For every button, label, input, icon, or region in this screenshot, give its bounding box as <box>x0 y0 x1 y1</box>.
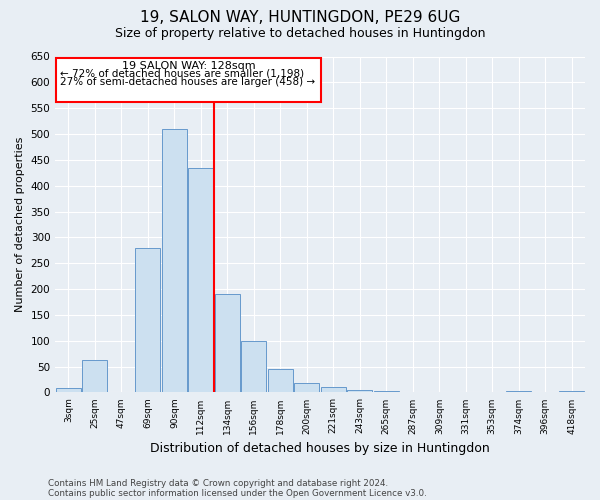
Text: 27% of semi-detached houses are larger (458) →: 27% of semi-detached houses are larger (… <box>61 76 316 86</box>
Bar <box>136 248 160 392</box>
Bar <box>215 294 240 392</box>
Bar <box>56 388 81 392</box>
Bar <box>294 383 319 392</box>
Bar <box>347 390 373 392</box>
Bar <box>321 388 346 392</box>
Bar <box>82 360 107 392</box>
Text: ← 72% of detached houses are smaller (1,198): ← 72% of detached houses are smaller (1,… <box>61 69 305 79</box>
Text: 19, SALON WAY, HUNTINGDON, PE29 6UG: 19, SALON WAY, HUNTINGDON, PE29 6UG <box>140 10 460 25</box>
Bar <box>162 129 187 392</box>
FancyBboxPatch shape <box>56 58 322 102</box>
Bar <box>506 391 532 392</box>
Bar <box>188 168 214 392</box>
Text: Contains public sector information licensed under the Open Government Licence v3: Contains public sector information licen… <box>48 488 427 498</box>
Bar <box>241 340 266 392</box>
Text: 19 SALON WAY: 128sqm: 19 SALON WAY: 128sqm <box>122 61 256 71</box>
Text: Contains HM Land Registry data © Crown copyright and database right 2024.: Contains HM Land Registry data © Crown c… <box>48 478 388 488</box>
Bar <box>268 369 293 392</box>
X-axis label: Distribution of detached houses by size in Huntingdon: Distribution of detached houses by size … <box>150 442 490 455</box>
Y-axis label: Number of detached properties: Number of detached properties <box>15 137 25 312</box>
Text: Size of property relative to detached houses in Huntingdon: Size of property relative to detached ho… <box>115 28 485 40</box>
